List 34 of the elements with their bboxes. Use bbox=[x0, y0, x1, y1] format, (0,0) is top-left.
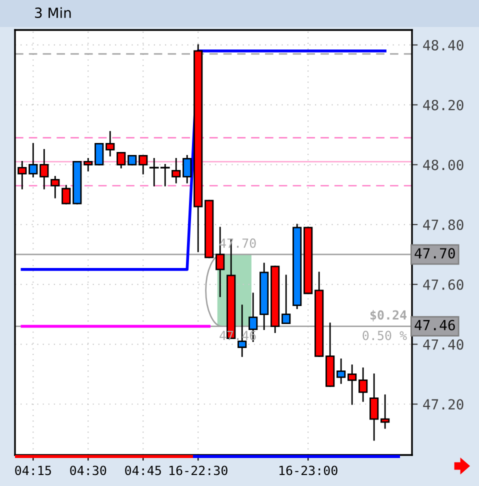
candlestick bbox=[182, 155, 192, 184]
y-tick-label: 47.80 bbox=[423, 220, 464, 230]
candlestick bbox=[370, 373, 379, 441]
candlestick bbox=[40, 149, 49, 190]
candlestick bbox=[28, 143, 38, 178]
x-tick-label: 04:45 bbox=[125, 466, 161, 476]
x-tick-label: 16-23:00 bbox=[279, 466, 338, 476]
candlestick bbox=[336, 358, 346, 384]
x-tick-label: 04:15 bbox=[15, 466, 51, 476]
candlestick bbox=[84, 158, 93, 172]
annotation: 0.50 % bbox=[362, 330, 407, 340]
y-tick-label: 47.60 bbox=[423, 279, 464, 290]
y-tick-label: 48.40 bbox=[423, 40, 464, 50]
candlestick bbox=[282, 274, 291, 324]
candlestick bbox=[94, 143, 104, 166]
candlestick bbox=[380, 394, 390, 429]
ref-line-label: 47.70 bbox=[414, 248, 455, 259]
ref-line-label: 47.46 bbox=[414, 320, 455, 330]
candlestick bbox=[116, 152, 126, 168]
x-tick-label: 04:30 bbox=[70, 466, 106, 476]
candlestick bbox=[50, 176, 60, 198]
candlestick bbox=[106, 131, 115, 156]
candlestick bbox=[172, 158, 181, 184]
candlestick bbox=[358, 368, 368, 402]
y-tick-label: 48.20 bbox=[423, 100, 464, 110]
annotation: $0.24 bbox=[370, 310, 406, 322]
y-tick-label: 48.00 bbox=[423, 160, 464, 170]
y-tick-label: 47.40 bbox=[423, 339, 464, 350]
candlestick bbox=[62, 184, 71, 204]
candlestick bbox=[138, 155, 148, 174]
candlestick bbox=[348, 364, 357, 405]
x-tick-label: 16-22:30 bbox=[170, 466, 228, 476]
y-tick-label: 47.20 bbox=[423, 399, 464, 410]
chart-title: 3 Min bbox=[35, 7, 71, 18]
